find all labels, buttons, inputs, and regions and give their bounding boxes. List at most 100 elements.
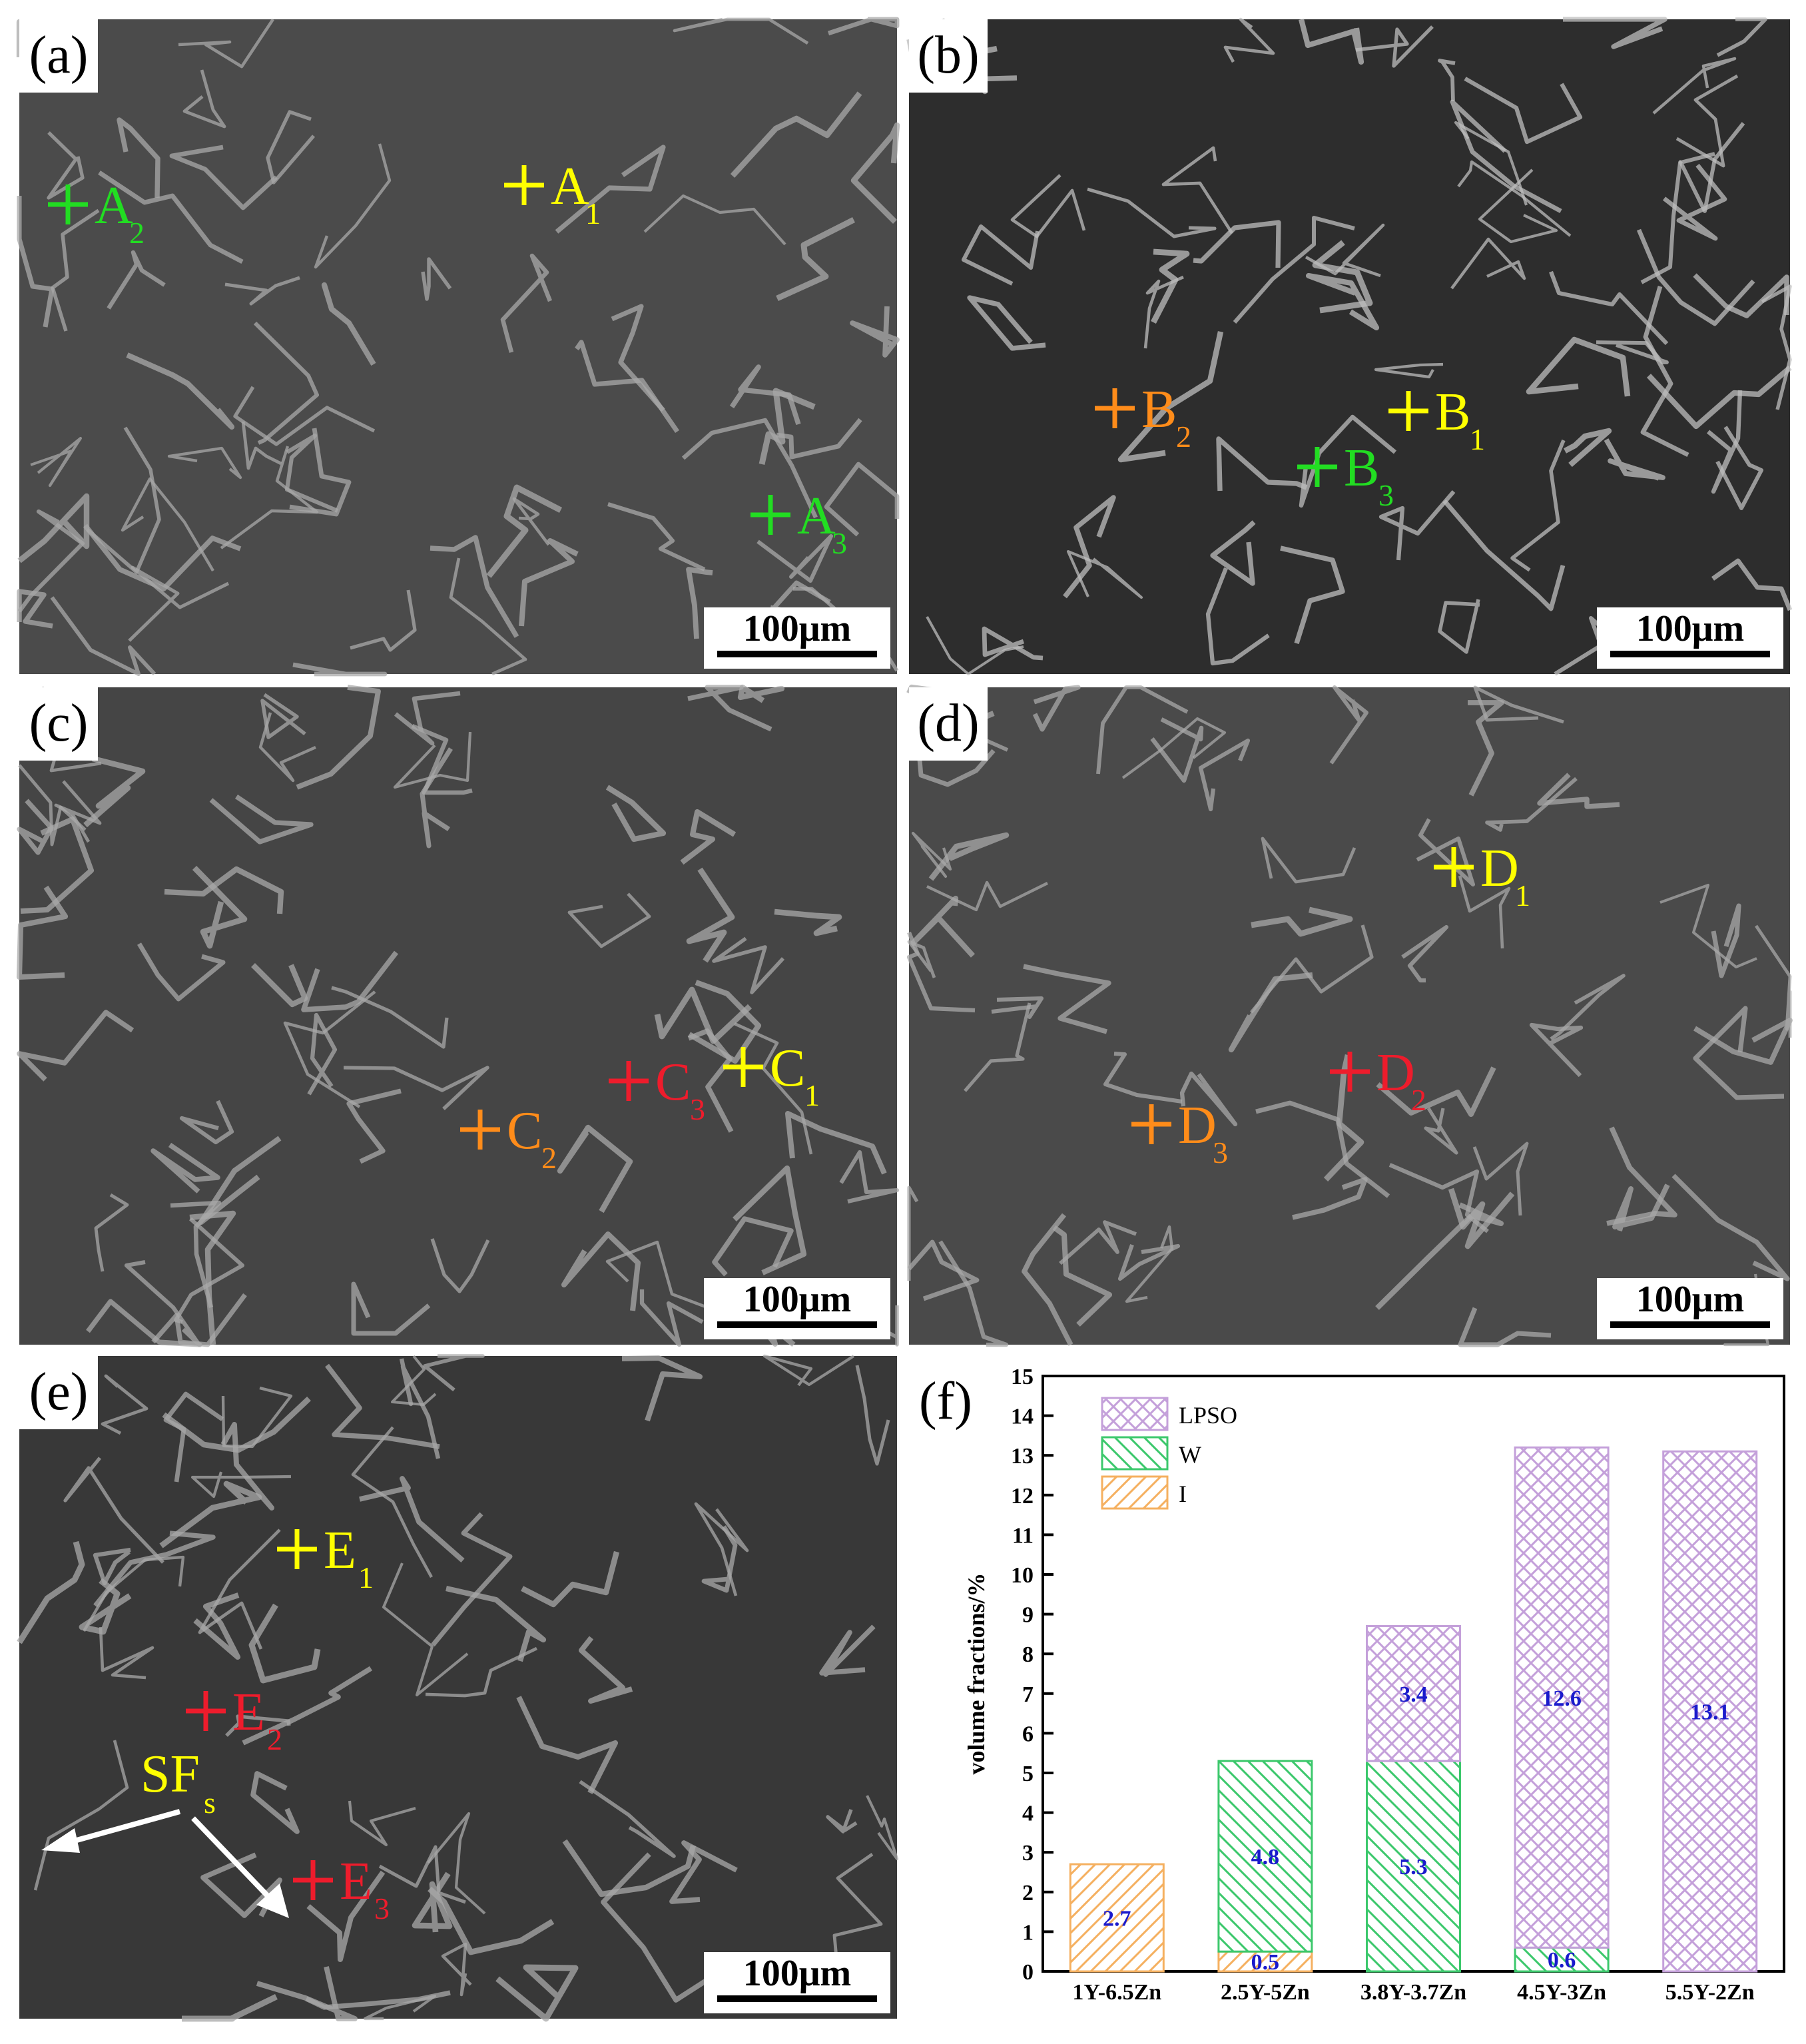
grain-boundary (209, 794, 314, 845)
grain-boundary (314, 143, 392, 269)
grain-boundary (1563, 17, 1667, 49)
panel-label-box (909, 687, 988, 761)
grain-boundary (686, 567, 713, 639)
grain-boundary (284, 433, 339, 513)
grain-boundary (83, 755, 146, 828)
grain-boundary (1143, 275, 1184, 349)
grain-boundary (730, 91, 862, 178)
grain-boundary (776, 418, 862, 460)
y-tick-label: 5 (1022, 1762, 1034, 1786)
grain-boundary (669, 1840, 738, 1904)
grain-boundary (1329, 685, 1368, 765)
grain-boundary (762, 1354, 855, 1387)
grain-boundary (850, 122, 900, 224)
x-tick-label: 2.5Y-5Zn (1221, 1980, 1310, 2005)
arrow (191, 1816, 275, 1903)
grain-boundary (107, 250, 166, 310)
grain-boundary (411, 723, 473, 795)
point-letter: D (1480, 839, 1519, 898)
grain-boundary (1659, 883, 1757, 969)
grain-boundary (431, 1512, 513, 1647)
grain-boundary (967, 295, 1046, 351)
grain-boundary (1564, 428, 1612, 468)
grain-boundary (289, 428, 352, 517)
point-marker (1297, 447, 1337, 487)
grain-boundary (512, 497, 550, 546)
y-tick-label: 12 (1011, 1484, 1034, 1509)
scale-bar-text: 100μm (1636, 608, 1744, 649)
grain-boundary (390, 1355, 437, 1407)
point-marker (293, 1860, 333, 1900)
grain-boundary (681, 418, 818, 519)
grain-boundary (1401, 924, 1449, 983)
grain-boundary (1010, 174, 1086, 238)
grain-boundary (233, 386, 376, 446)
grain-boundary (394, 691, 461, 746)
grain-boundary (1458, 875, 1511, 949)
grain-boundary (430, 1238, 490, 1293)
y-tick-label: 7 (1022, 1682, 1034, 1707)
grain-boundary (425, 1646, 538, 1698)
point-subscript: 3 (374, 1891, 390, 1925)
grain-boundary (756, 534, 833, 583)
grain-boundary (224, 276, 300, 306)
grain-boundary (1478, 169, 1558, 244)
grain-boundary (1376, 1066, 1496, 1117)
grain-boundary (850, 306, 900, 358)
grain-boundary (639, 1289, 704, 1347)
y-tick-label: 0 (1022, 1960, 1034, 1985)
bar-segment (1662, 1450, 1758, 1973)
panel-label-box (19, 687, 98, 761)
grain-boundary (1103, 1051, 1183, 1104)
grain-boundary (325, 1363, 440, 1449)
grain-boundary (1059, 1220, 1137, 1265)
grain-boundary (1550, 974, 1626, 1041)
scale-bar-text: 100μm (743, 1953, 851, 1994)
grain-boundary (643, 194, 786, 246)
grain-boundary (421, 257, 452, 301)
grain-boundary (486, 484, 563, 578)
grain-boundary (1066, 549, 1143, 599)
grain-boundary (1485, 777, 1578, 832)
chart-panel-label: (f) (919, 1372, 972, 1431)
grain-boundary (163, 1391, 224, 1483)
grain-boundary (712, 1216, 794, 1277)
grain-boundary (1251, 906, 1353, 937)
grain-boundary (1388, 1163, 1489, 1233)
grain-boundary (83, 1555, 185, 1632)
y-tick-label: 11 (1012, 1523, 1034, 1548)
grain-boundary (94, 1193, 129, 1272)
grain-boundary (283, 990, 376, 1108)
grain-boundary (17, 1010, 135, 1082)
micrograph (19, 1356, 897, 2019)
legend-swatch (1101, 1475, 1169, 1510)
grain-boundary (86, 426, 161, 574)
grain-boundary (1711, 903, 1741, 978)
grain-boundary (562, 1839, 696, 1897)
grain-boundary (346, 1088, 402, 1164)
grain-boundary (1151, 248, 1190, 324)
grain-boundary (607, 502, 706, 571)
micrograph (909, 19, 1790, 674)
grain-boundary (307, 1012, 338, 1096)
grain-boundary (839, 1150, 900, 1203)
point-subscript: 2 (129, 216, 145, 250)
grain-boundary (926, 880, 1048, 912)
grain-boundary (605, 1240, 708, 1309)
grain-boundary (1652, 57, 1737, 115)
grain-boundary (20, 816, 95, 914)
grain-boundary (907, 1239, 980, 1301)
grain-boundary (495, 1964, 579, 2022)
grain-boundary (1023, 964, 1111, 1034)
grain-boundary (1261, 837, 1356, 884)
y-tick-label: 10 (1011, 1563, 1034, 1588)
grain-boundary (1210, 520, 1256, 586)
point-letter: B (1344, 439, 1379, 498)
grain-boundary (16, 885, 69, 980)
bar-segment (1217, 1760, 1313, 1953)
